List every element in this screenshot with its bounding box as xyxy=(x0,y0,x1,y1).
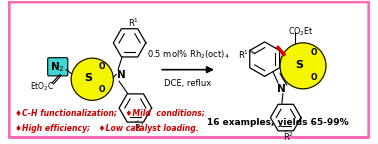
Text: ♦High efficiency;   ♦Low catalyst loading.: ♦High efficiency; ♦Low catalyst loading. xyxy=(15,124,199,133)
Circle shape xyxy=(71,58,113,100)
Text: S: S xyxy=(295,60,303,70)
Text: O: O xyxy=(99,62,105,71)
Text: R$^2$: R$^2$ xyxy=(134,122,145,134)
Text: ~: ~ xyxy=(133,117,141,125)
Text: R$^2$: R$^2$ xyxy=(283,130,294,143)
Text: 16 examples, yields 65-99%: 16 examples, yields 65-99% xyxy=(207,118,349,127)
Text: CO$_2$Et: CO$_2$Et xyxy=(288,25,314,38)
Text: ~: ~ xyxy=(282,128,290,136)
Text: S: S xyxy=(84,73,92,83)
Text: O: O xyxy=(310,48,317,57)
Text: N$_2$: N$_2$ xyxy=(50,60,65,74)
FancyBboxPatch shape xyxy=(48,58,68,76)
Text: 0.5 mol% Rh$_2$(oct)$_4$: 0.5 mol% Rh$_2$(oct)$_4$ xyxy=(147,48,229,61)
Text: DCE, reflux: DCE, reflux xyxy=(164,79,212,88)
Circle shape xyxy=(280,43,326,89)
Text: R$^1$: R$^1$ xyxy=(238,48,249,60)
Text: ||: || xyxy=(248,48,256,55)
Text: N: N xyxy=(116,70,125,80)
FancyBboxPatch shape xyxy=(9,2,369,138)
Text: O: O xyxy=(310,73,317,82)
Text: N: N xyxy=(277,84,285,94)
Text: R$^1$: R$^1$ xyxy=(128,17,139,29)
Text: EtO$_2$C: EtO$_2$C xyxy=(30,81,55,93)
Text: O: O xyxy=(99,85,105,94)
Text: ♦C-H functionalization;   ♦Mild  conditions;: ♦C-H functionalization; ♦Mild conditions… xyxy=(15,109,205,118)
